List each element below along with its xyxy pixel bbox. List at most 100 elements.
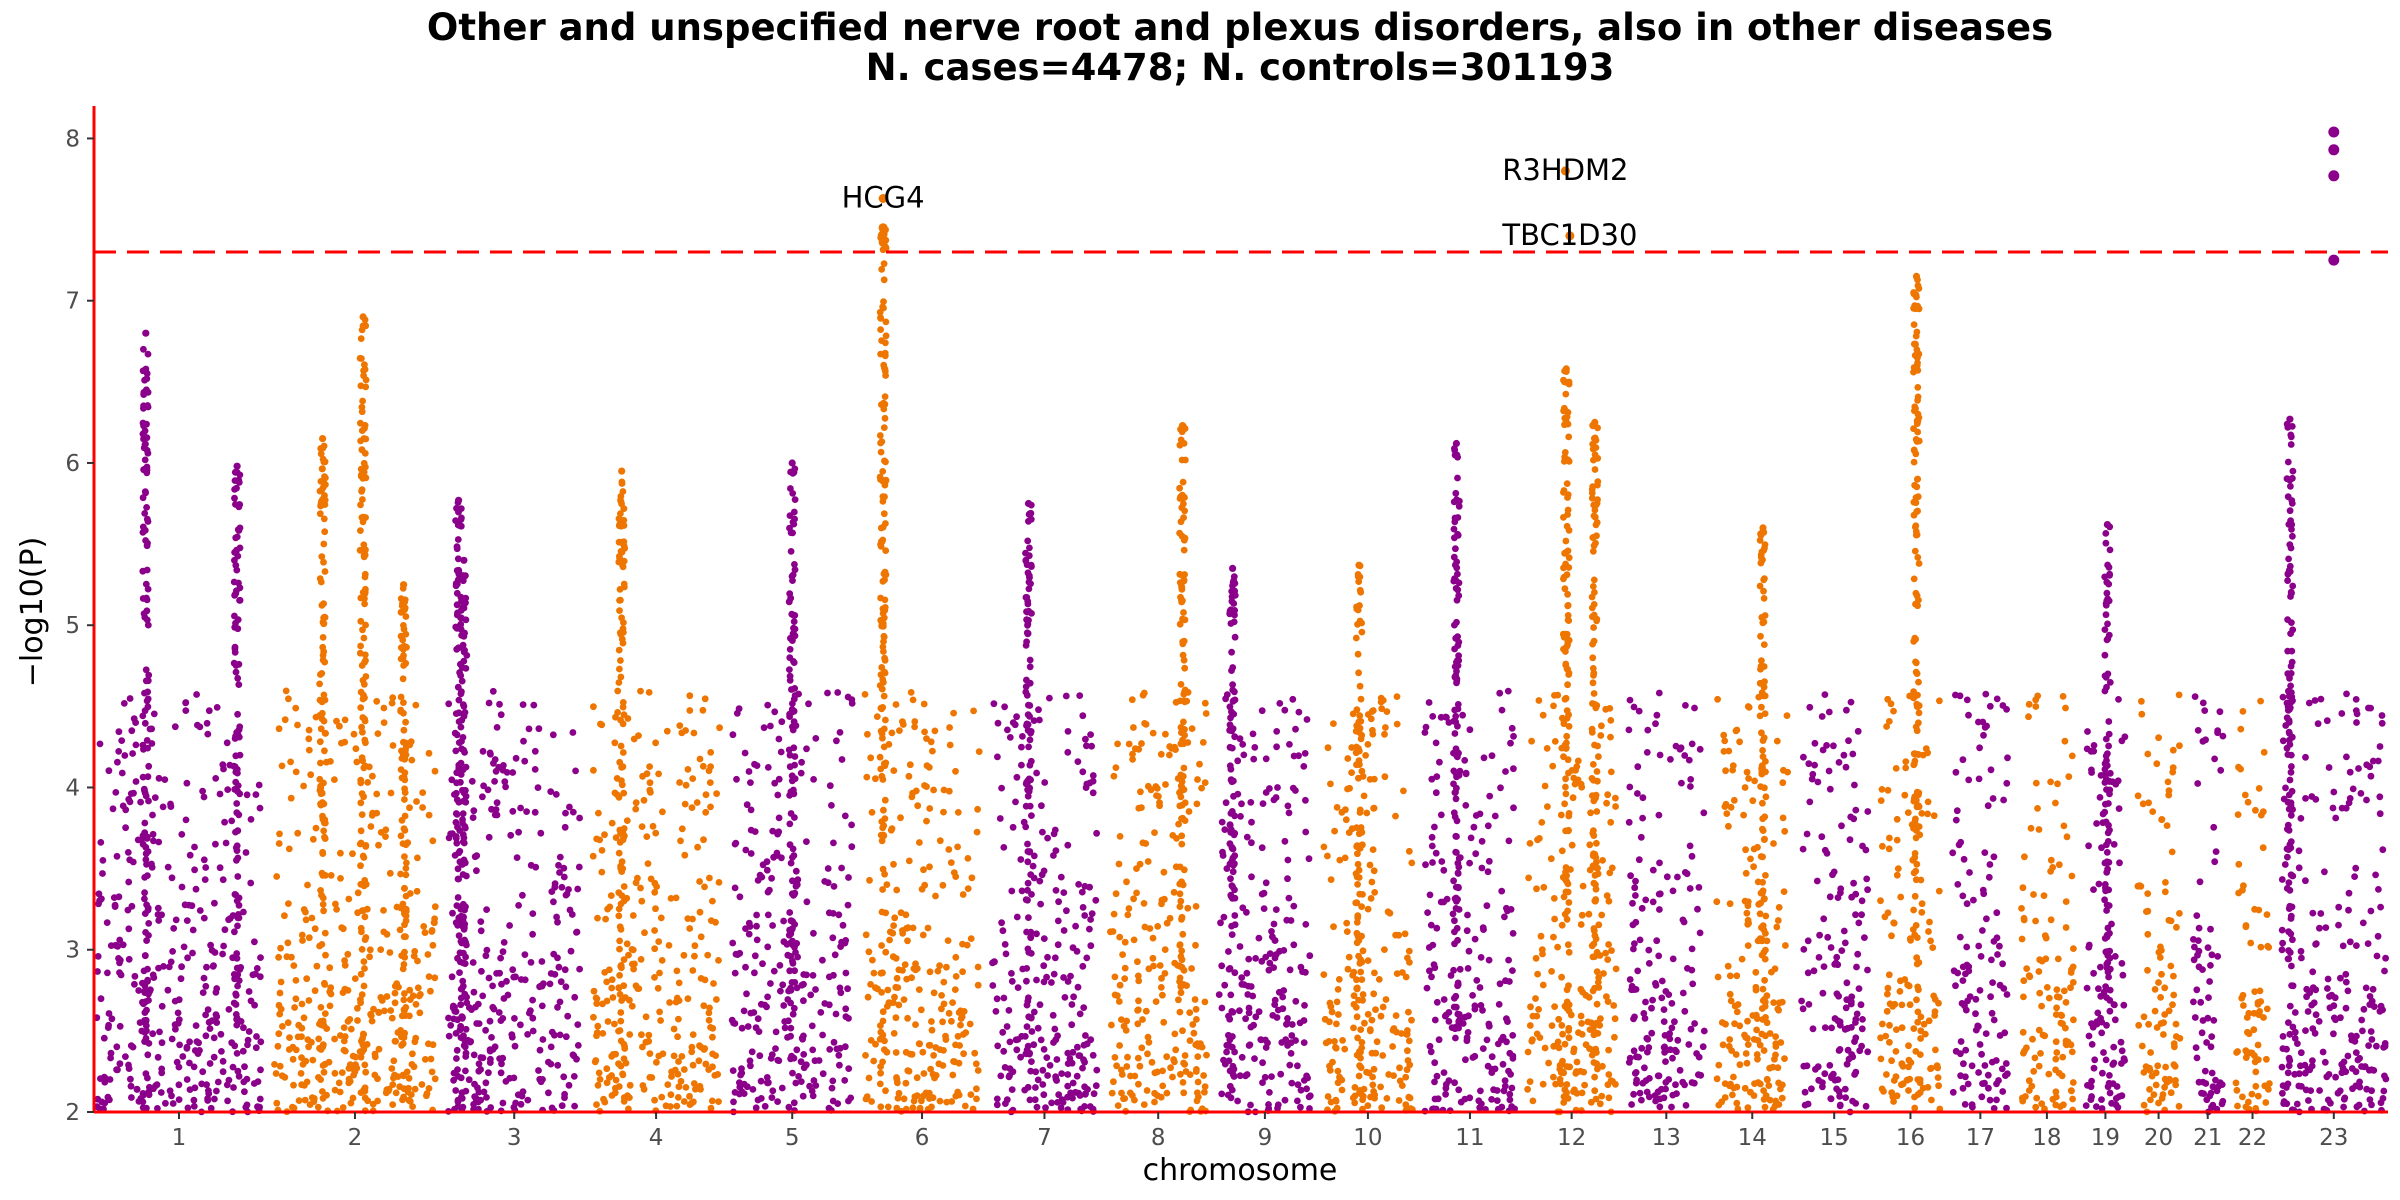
data-point: [1465, 947, 1473, 955]
data-point: [1833, 990, 1841, 998]
data-point: [1345, 953, 1353, 961]
data-point: [1733, 1099, 1741, 1107]
data-point: [1285, 894, 1293, 902]
data-point: [508, 1033, 516, 1041]
peak-point: [399, 636, 407, 644]
data-point: [1811, 761, 1818, 769]
data-point: [431, 767, 439, 775]
data-point: [1089, 772, 1097, 779]
data-point: [1044, 953, 1051, 961]
data-point: [2169, 746, 2177, 754]
peak-point: [362, 463, 369, 471]
data-point: [1151, 1089, 1158, 1097]
data-point: [1393, 693, 1401, 700]
data-point: [1864, 966, 1871, 974]
data-point: [2082, 1102, 2090, 1109]
data-point: [839, 921, 847, 929]
data-point: [447, 1022, 455, 1029]
data-point: [486, 1017, 494, 1025]
data-point: [1877, 797, 1885, 804]
data-point: [1121, 1095, 1129, 1102]
data-point: [175, 996, 183, 1004]
data-point: [1038, 871, 1046, 879]
data-point: [756, 1052, 764, 1060]
data-point: [309, 835, 317, 843]
data-point: [1653, 937, 1661, 945]
peak-point: [231, 735, 239, 742]
data-point: [2069, 1079, 2077, 1086]
data-point: [1770, 840, 1777, 847]
data-point: [1836, 1102, 1844, 1110]
data-point: [908, 1050, 916, 1058]
data-point: [1725, 822, 1732, 830]
data-point: [1370, 990, 1378, 998]
data-point: [1888, 1057, 1895, 1065]
data-point: [493, 799, 501, 807]
data-point: [629, 960, 636, 968]
data-point: [1593, 1060, 1600, 1068]
data-point: [2365, 1042, 2373, 1049]
peak-point: [320, 600, 327, 607]
data-point: [503, 977, 510, 985]
data-point: [1577, 921, 1585, 928]
data-point: [2093, 1103, 2100, 1110]
data-point: [2190, 998, 2197, 1006]
data-point: [632, 805, 640, 813]
data-point: [2047, 867, 2054, 875]
data-point: [2234, 1048, 2242, 1055]
data-point: [675, 1058, 682, 1065]
data-point: [2098, 1096, 2105, 1103]
data-point: [164, 986, 172, 994]
data-point: [1040, 1046, 1048, 1053]
data-point: [673, 1102, 681, 1110]
data-point: [561, 966, 569, 974]
data-point: [1534, 970, 1541, 978]
data-point: [1136, 860, 1144, 868]
data-point: [1266, 959, 1274, 967]
data-point: [98, 895, 105, 903]
data-point: [331, 1086, 339, 1094]
data-point: [1976, 744, 1983, 752]
data-point: [1138, 740, 1145, 747]
data-point: [1842, 1094, 1849, 1101]
peak-point: [321, 492, 328, 499]
peak-point: [401, 990, 408, 997]
data-point: [1194, 1078, 1202, 1086]
data-point: [900, 996, 908, 1003]
data-point: [657, 1017, 664, 1024]
data-point: [1252, 955, 1259, 962]
data-point: [388, 699, 396, 707]
peak-point: [358, 723, 365, 731]
data-point: [2291, 1035, 2299, 1042]
data-point: [803, 1061, 810, 1069]
data-point: [338, 1069, 346, 1076]
data-point: [2047, 778, 2054, 786]
data-point: [1327, 780, 1334, 788]
data-point: [1950, 967, 1958, 975]
data-point: [200, 793, 208, 801]
data-point: [118, 737, 126, 744]
data-point: [1462, 802, 1470, 809]
data-point: [339, 989, 347, 996]
peak-top-point: [319, 435, 327, 443]
data-point: [1297, 1086, 1305, 1094]
data-point: [519, 891, 526, 899]
data-point: [1171, 959, 1179, 967]
data-point: [499, 1054, 507, 1062]
data-point: [2083, 745, 2091, 753]
data-point: [1905, 1087, 1912, 1094]
data-point: [2212, 1076, 2219, 1084]
data-point: [1245, 1009, 1253, 1017]
data-point: [675, 1083, 683, 1091]
data-point: [963, 941, 971, 949]
data-point: [1079, 962, 1087, 970]
data-point: [1443, 895, 1451, 903]
data-point: [927, 738, 935, 746]
data-point: [2198, 1029, 2206, 1037]
data-point: [1480, 926, 1487, 933]
data-point: [1543, 745, 1551, 752]
data-point: [536, 1046, 544, 1054]
data-point: [936, 837, 944, 845]
data-point: [1555, 1044, 1563, 1052]
data-point: [1669, 955, 1677, 963]
